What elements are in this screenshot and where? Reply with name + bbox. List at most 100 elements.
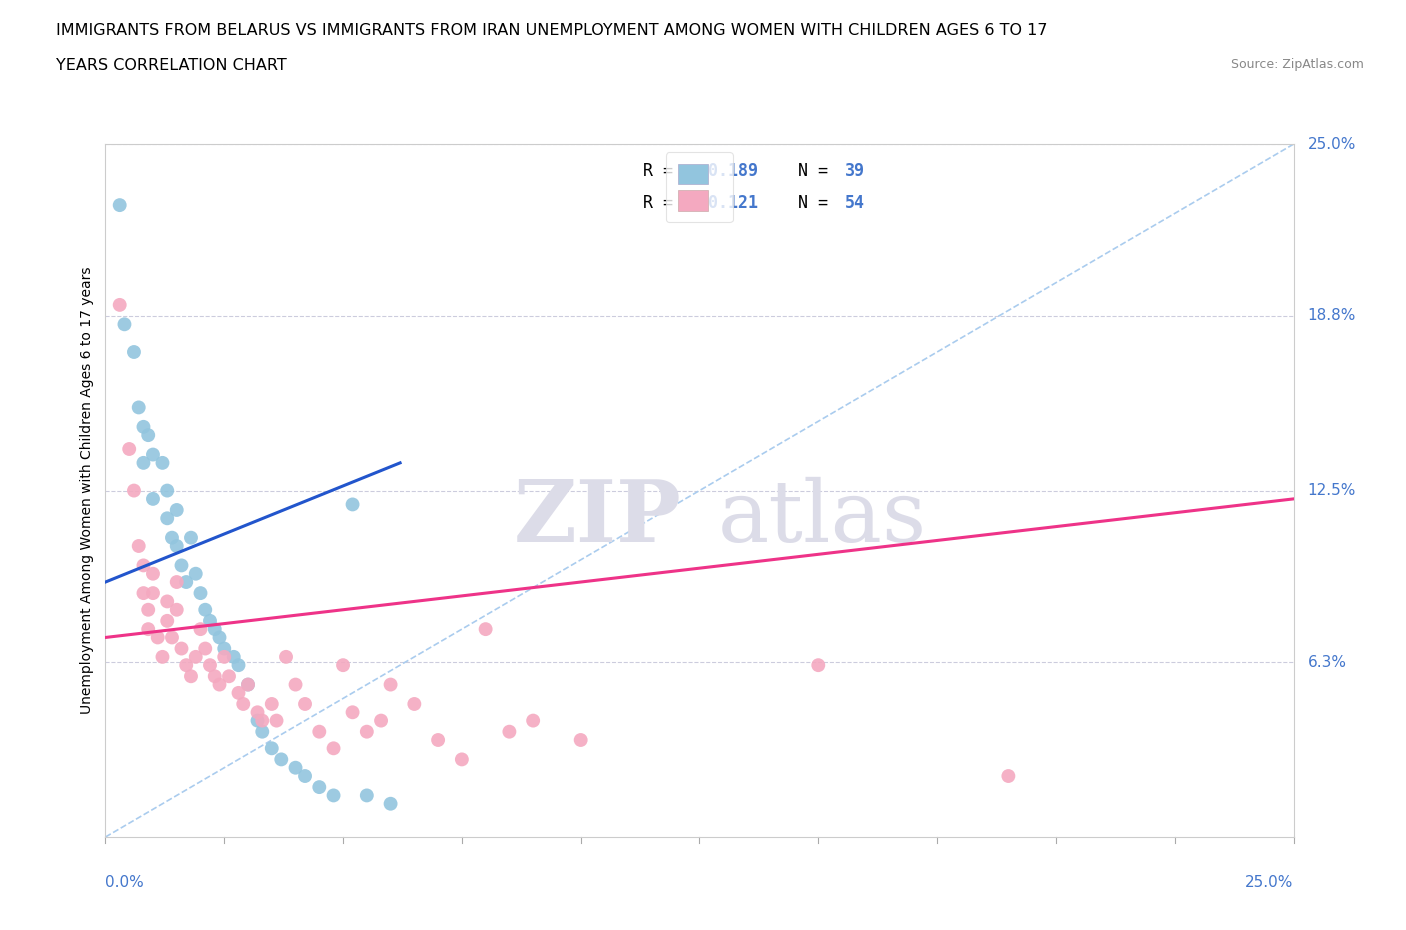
Point bbox=[252, 724, 274, 739]
Point bbox=[132, 456, 155, 471]
Y-axis label: Unemployment Among Women with Children Ages 6 to 17 years: Unemployment Among Women with Children A… bbox=[80, 267, 94, 714]
Text: Source: ZipAtlas.com: Source: ZipAtlas.com bbox=[1230, 58, 1364, 71]
Point bbox=[218, 669, 240, 684]
Point bbox=[252, 713, 274, 728]
Text: R =: R = bbox=[643, 194, 683, 212]
Point bbox=[166, 538, 188, 553]
Point bbox=[174, 575, 197, 590]
Point bbox=[142, 566, 165, 581]
Point bbox=[156, 614, 179, 629]
Point bbox=[152, 456, 174, 471]
Point bbox=[236, 677, 259, 692]
Point bbox=[260, 697, 283, 711]
Point bbox=[228, 658, 250, 672]
Point bbox=[322, 788, 344, 803]
Point bbox=[184, 649, 207, 664]
Point bbox=[332, 658, 354, 672]
Point bbox=[170, 641, 193, 656]
Point bbox=[180, 669, 202, 684]
Point bbox=[160, 530, 183, 545]
Legend: , : , bbox=[666, 153, 733, 222]
Point bbox=[997, 768, 1019, 783]
Text: 0.189: 0.189 bbox=[709, 163, 758, 180]
Point bbox=[166, 603, 188, 618]
Text: 25.0%: 25.0% bbox=[1308, 137, 1357, 152]
Point bbox=[122, 345, 145, 360]
Point bbox=[142, 447, 165, 462]
Point bbox=[246, 713, 269, 728]
Point bbox=[427, 733, 450, 748]
Point bbox=[156, 484, 179, 498]
Point bbox=[308, 724, 330, 739]
Text: 6.3%: 6.3% bbox=[1308, 655, 1347, 670]
Point bbox=[160, 630, 183, 644]
Text: 18.8%: 18.8% bbox=[1308, 309, 1357, 324]
Point bbox=[236, 677, 259, 692]
Point bbox=[342, 705, 364, 720]
Point bbox=[174, 658, 197, 672]
Point bbox=[474, 622, 496, 637]
Point bbox=[370, 713, 392, 728]
Point bbox=[246, 705, 269, 720]
Point bbox=[132, 586, 155, 601]
Point bbox=[450, 752, 472, 767]
Point bbox=[156, 594, 179, 609]
Point bbox=[132, 419, 155, 434]
Point bbox=[498, 724, 520, 739]
Point bbox=[284, 677, 307, 692]
Point bbox=[190, 622, 212, 637]
Point bbox=[260, 741, 283, 756]
Point bbox=[180, 530, 202, 545]
Text: 12.5%: 12.5% bbox=[1308, 483, 1357, 498]
Point bbox=[166, 502, 188, 517]
Point bbox=[204, 669, 226, 684]
Point bbox=[214, 649, 236, 664]
Text: YEARS CORRELATION CHART: YEARS CORRELATION CHART bbox=[56, 58, 287, 73]
Point bbox=[198, 658, 221, 672]
Text: IMMIGRANTS FROM BELARUS VS IMMIGRANTS FROM IRAN UNEMPLOYMENT AMONG WOMEN WITH CH: IMMIGRANTS FROM BELARUS VS IMMIGRANTS FR… bbox=[56, 23, 1047, 38]
Point bbox=[322, 741, 344, 756]
Point bbox=[270, 752, 292, 767]
Text: N =: N = bbox=[768, 194, 838, 212]
Point bbox=[308, 779, 330, 794]
Point bbox=[356, 724, 378, 739]
Point bbox=[118, 442, 141, 457]
Text: 0.0%: 0.0% bbox=[105, 875, 145, 890]
Text: 0.121: 0.121 bbox=[709, 194, 758, 212]
Text: 39: 39 bbox=[845, 163, 865, 180]
Point bbox=[284, 761, 307, 776]
Text: 54: 54 bbox=[845, 194, 865, 212]
Point bbox=[122, 484, 145, 498]
Point bbox=[204, 622, 226, 637]
Point bbox=[404, 697, 426, 711]
Point bbox=[807, 658, 830, 672]
Point bbox=[208, 677, 231, 692]
Point bbox=[569, 733, 592, 748]
Point bbox=[232, 697, 254, 711]
Point bbox=[170, 558, 193, 573]
Point bbox=[194, 641, 217, 656]
Text: N =: N = bbox=[768, 163, 838, 180]
Point bbox=[108, 198, 131, 213]
Point bbox=[156, 511, 179, 525]
Point bbox=[184, 566, 207, 581]
Point bbox=[142, 491, 165, 506]
Point bbox=[208, 630, 231, 644]
Point bbox=[136, 603, 159, 618]
Point bbox=[136, 622, 159, 637]
Point bbox=[114, 317, 136, 332]
Point bbox=[108, 298, 131, 312]
Text: 25.0%: 25.0% bbox=[1246, 875, 1294, 890]
Point bbox=[228, 685, 250, 700]
Point bbox=[380, 796, 402, 811]
Text: R =: R = bbox=[643, 163, 683, 180]
Point bbox=[132, 558, 155, 573]
Point bbox=[294, 768, 316, 783]
Point bbox=[190, 586, 212, 601]
Point bbox=[380, 677, 402, 692]
Point bbox=[222, 649, 245, 664]
Point bbox=[152, 649, 174, 664]
Point bbox=[136, 428, 159, 443]
Point bbox=[166, 575, 188, 590]
Point bbox=[522, 713, 544, 728]
